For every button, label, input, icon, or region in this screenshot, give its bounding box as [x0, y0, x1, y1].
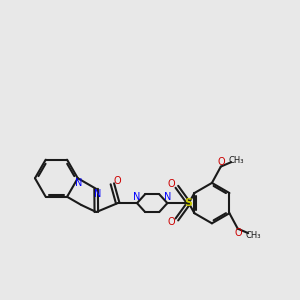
Text: N: N [94, 189, 101, 199]
Text: CH₃: CH₃ [229, 155, 244, 164]
Text: N: N [164, 192, 171, 202]
Text: O: O [217, 157, 225, 167]
Text: O: O [168, 179, 175, 189]
Text: S: S [185, 198, 193, 208]
Text: O: O [234, 228, 242, 239]
Text: CH₃: CH₃ [246, 231, 261, 240]
Text: O: O [168, 217, 175, 227]
Text: N: N [133, 192, 140, 202]
Text: N: N [75, 178, 82, 188]
Text: O: O [113, 176, 121, 186]
